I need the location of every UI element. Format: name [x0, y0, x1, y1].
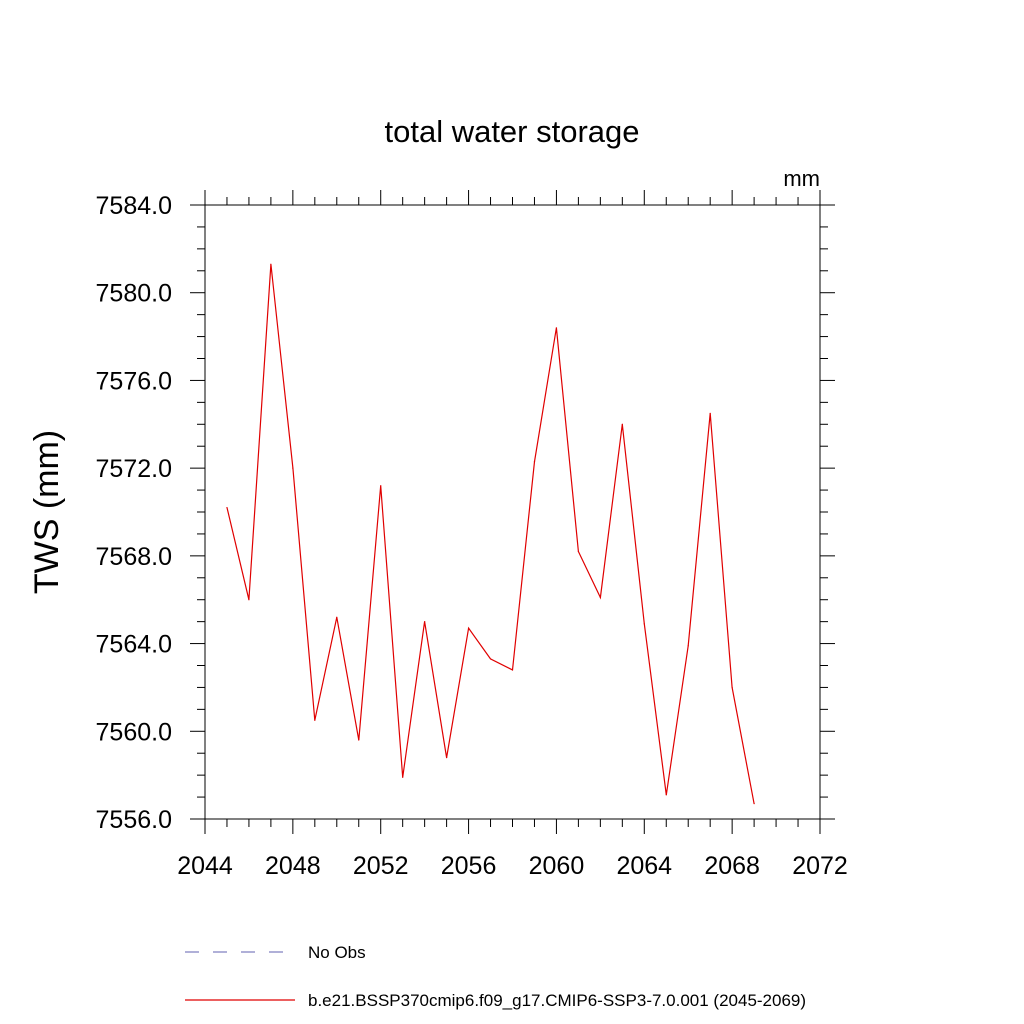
data-point [577, 550, 579, 553]
data-point [621, 423, 623, 425]
data-point [336, 616, 338, 618]
y-tick-label: 7564.0 [96, 631, 172, 659]
data-point [753, 803, 755, 805]
y-tick-label: 7568.0 [96, 543, 172, 571]
data-point [248, 599, 250, 601]
units-label: mm [783, 166, 820, 191]
data-point [424, 621, 426, 623]
data-point [665, 794, 667, 796]
data-point [402, 776, 404, 778]
y-tick-label: 7576.0 [96, 367, 172, 395]
data-point [292, 467, 294, 469]
data-point [687, 645, 689, 647]
y-axis-label: TWS (mm) [28, 430, 66, 594]
x-tick-label: 2064 [616, 852, 672, 880]
data-point [358, 739, 360, 741]
x-tick-label: 2052 [353, 852, 409, 880]
y-tick-label: 7556.0 [96, 806, 172, 834]
legend: No Obs b.e21.BSSP370cmip6.f09_g17.CMIP6-S… [185, 943, 806, 1010]
y-tick-label: 7560.0 [96, 718, 172, 746]
x-tick-label: 2060 [529, 852, 585, 880]
data-point [446, 757, 448, 759]
data-point [599, 596, 601, 599]
data-point [555, 327, 558, 329]
data-point [511, 669, 514, 671]
data-point [270, 263, 272, 265]
data-point [709, 412, 711, 414]
data-point [643, 623, 645, 625]
x-tick-label: 2044 [177, 852, 233, 880]
data-point [731, 686, 733, 689]
data-point [489, 658, 492, 660]
chart-title: total water storage [384, 114, 639, 149]
data-point [314, 719, 316, 721]
legend-label: b.e21.BSSP370cmip6.f09_g17.CMIP6-SSP3-7.… [308, 991, 806, 1010]
data-point [380, 485, 382, 487]
x-tick-label: 2072 [792, 852, 848, 880]
data-point [467, 627, 470, 629]
legend-label: No Obs [308, 943, 366, 962]
x-tick-label: 2056 [441, 852, 497, 880]
axis-ticks: 2044 2048 2052 2056 2060 2064 2068 2072 7556.0 75… [96, 190, 848, 880]
y-tick-label: 7584.0 [96, 192, 172, 220]
x-tick-label: 2048 [265, 852, 321, 880]
series-line [226, 264, 755, 804]
series-layer [226, 263, 755, 805]
y-tick-label: 7572.0 [96, 455, 172, 483]
y-tick-label: 7580.0 [96, 280, 172, 308]
x-tick-label: 2068 [704, 852, 760, 880]
data-point [226, 507, 228, 509]
data-point [533, 460, 536, 463]
